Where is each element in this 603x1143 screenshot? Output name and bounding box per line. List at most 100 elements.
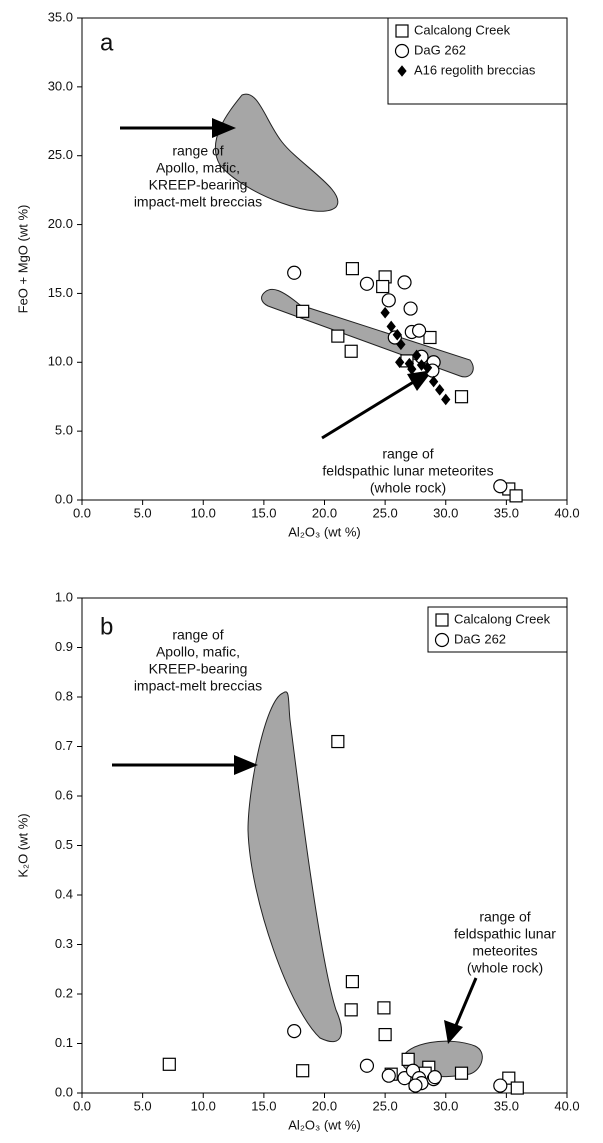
circle-marker <box>411 323 427 338</box>
annotation: impact-melt breccias <box>134 194 262 210</box>
x-tick-label: 15.0 <box>251 505 276 520</box>
square-marker <box>454 390 469 404</box>
square-marker <box>344 344 358 358</box>
arrowhead <box>212 118 236 138</box>
legend-marker <box>394 43 410 59</box>
arrowhead <box>234 755 258 775</box>
y-axis-title: K₂O (wt %) <box>15 813 30 877</box>
circle-marker <box>427 1070 442 1085</box>
y-tick-label: 0.9 <box>55 639 73 654</box>
annotation: (whole rock) <box>467 960 543 976</box>
annotation: impact-melt breccias <box>134 678 262 694</box>
annotation: range of <box>172 143 223 159</box>
diamond-marker <box>392 328 402 341</box>
y-tick-label: 5.0 <box>55 423 73 438</box>
diamond-marker <box>396 338 406 351</box>
circle-marker <box>397 275 412 290</box>
y-tick-label: 0.1 <box>55 1035 73 1050</box>
x-tick-label: 0.0 <box>73 1098 91 1113</box>
legend-label: A16 regolith breccias <box>414 62 536 77</box>
circle-marker <box>381 293 396 308</box>
x-axis-title: Al₂O₃ (wt %) <box>288 1117 360 1132</box>
x-tick-label: 35.0 <box>494 1098 519 1113</box>
feldspathic-region <box>261 288 474 378</box>
square-marker <box>509 489 523 503</box>
square-marker <box>378 1027 392 1042</box>
apollo-region <box>247 691 342 1043</box>
x-axis-title: Al₂O₃ (wt %) <box>288 524 360 539</box>
circle-marker <box>403 301 418 316</box>
circle-marker <box>287 1024 302 1039</box>
y-tick-label: 0.4 <box>55 886 73 901</box>
square-marker <box>331 329 345 343</box>
diamond-marker <box>441 393 451 406</box>
x-tick-label: 25.0 <box>372 1098 397 1113</box>
x-tick-label: 20.0 <box>312 1098 337 1113</box>
y-tick-label: 0.0 <box>55 1084 73 1099</box>
arrowhead <box>444 1020 463 1044</box>
legend-box <box>387 17 568 105</box>
diamond-marker <box>407 363 417 375</box>
legend-marker <box>395 24 409 38</box>
diamond-marker <box>412 349 422 362</box>
legend-box <box>427 606 568 653</box>
annotation: Apollo, mafic, <box>156 644 240 660</box>
y-tick-label: 0.0 <box>55 491 73 506</box>
y-tick-label: 0.7 <box>55 738 73 753</box>
annotation: range of <box>382 446 433 462</box>
panel-label: a <box>100 29 114 56</box>
x-tick-label: 5.0 <box>134 1098 152 1113</box>
legend-label: Calcalong Creek <box>414 22 511 37</box>
legend-marker <box>434 632 450 648</box>
legend-marker <box>435 613 449 627</box>
y-tick-label: 0.6 <box>55 787 73 802</box>
annotation: feldspathic lunar meteorites <box>322 463 493 479</box>
circle-marker <box>493 479 508 494</box>
legend-label: DaG 262 <box>414 42 466 57</box>
legend-label: DaG 262 <box>454 631 506 646</box>
square-marker <box>345 262 359 276</box>
y-tick-label: 25.0 <box>48 147 73 162</box>
square-marker <box>296 1064 310 1078</box>
x-tick-label: 0.0 <box>73 505 91 520</box>
y-tick-label: 0.2 <box>55 985 73 1000</box>
x-tick-label: 35.0 <box>494 505 519 520</box>
x-tick-label: 30.0 <box>433 1098 458 1113</box>
x-tick-label: 40.0 <box>554 1098 579 1113</box>
square-marker <box>376 279 390 294</box>
diamond-marker <box>380 306 390 319</box>
y-tick-label: 30.0 <box>48 78 73 93</box>
circle-marker <box>287 265 302 280</box>
diamond-marker <box>428 375 439 388</box>
y-tick-label: 15.0 <box>48 285 73 300</box>
circle-marker <box>408 1078 423 1093</box>
square-marker <box>344 1003 358 1017</box>
circle-marker <box>381 1068 396 1083</box>
square-marker <box>331 734 345 749</box>
circle-marker <box>359 276 375 291</box>
square-marker <box>345 975 359 989</box>
circle-marker <box>493 1078 508 1093</box>
square-marker <box>454 1066 469 1080</box>
x-tick-label: 10.0 <box>191 1098 216 1113</box>
arrow <box>321 376 421 440</box>
y-tick-label: 20.0 <box>48 216 73 231</box>
diamond-marker <box>435 384 445 396</box>
panel-label: b <box>100 613 113 640</box>
diamond-marker <box>386 320 396 333</box>
x-tick-label: 10.0 <box>191 505 216 520</box>
square-marker <box>423 330 437 345</box>
y-tick-label: 10.0 <box>48 354 73 369</box>
square-marker <box>377 1001 391 1015</box>
y-tick-label: 0.3 <box>55 936 73 951</box>
annotation: Apollo, mafic, <box>156 160 240 176</box>
diamond-marker <box>395 356 405 369</box>
annotation: KREEP-bearing <box>149 177 248 193</box>
square-marker <box>510 1081 524 1095</box>
annotation: range of <box>172 627 223 643</box>
y-tick-label: 0.5 <box>55 837 73 852</box>
x-tick-label: 5.0 <box>134 505 152 520</box>
arrowhead <box>407 370 433 391</box>
